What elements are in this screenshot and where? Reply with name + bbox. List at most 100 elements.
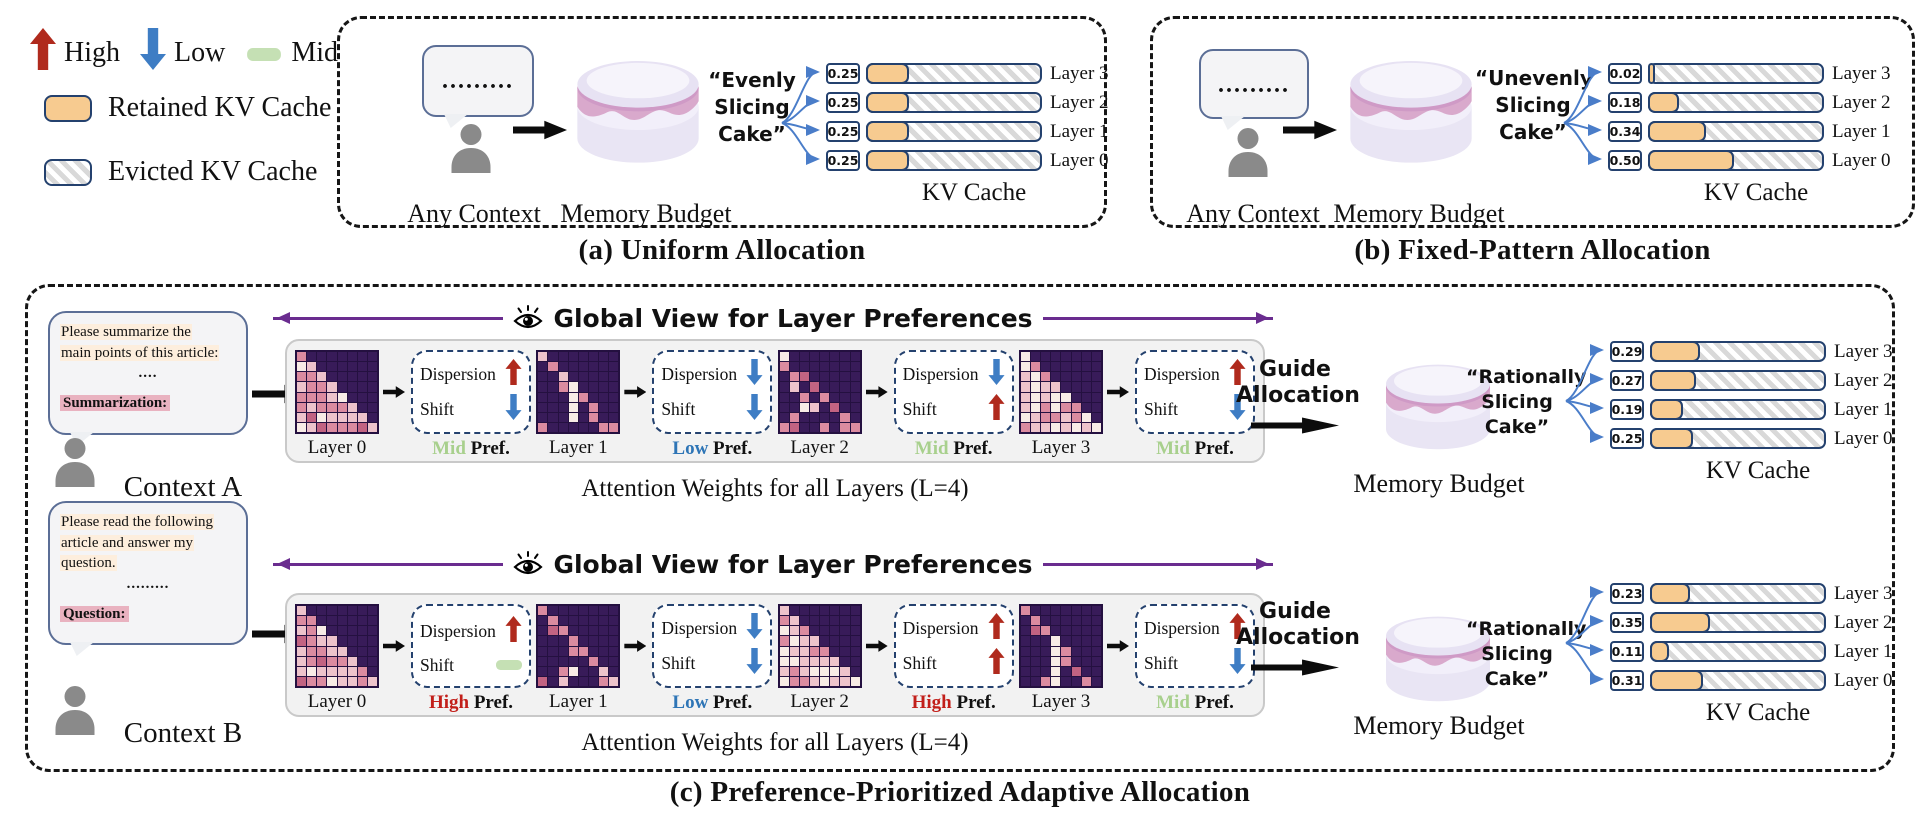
- kv-cache-bar: [866, 121, 1042, 142]
- down-arrow-icon: [988, 358, 1005, 390]
- caption-a: (a) Uniform Allocation: [578, 234, 866, 266]
- purple-arrow-right-icon: [1042, 557, 1273, 570]
- budget-value: 0.25: [826, 92, 860, 113]
- bubble-line: article and answer my: [60, 533, 236, 554]
- slicing-line: “Unevenly: [1475, 66, 1593, 90]
- preference-suffix: Pref.: [1189, 692, 1234, 713]
- attention-layer-group: Layer 1 Dispersion Shift Low Pref.: [536, 350, 773, 459]
- preference-suffix: Pref.: [1189, 438, 1234, 459]
- preference-label: Mid Pref.: [1135, 438, 1255, 460]
- kv-rows: 0.29 Layer 3 0.27 Layer 2 0.19 Layer 1 0.25 Lay…: [1610, 341, 1893, 449]
- preference-label: Low Pref.: [652, 692, 772, 714]
- kv-layer-row: 0.19 Layer 1: [1610, 399, 1893, 420]
- shift-label: Shift: [1143, 653, 1179, 674]
- kv-rows: 0.02 Layer 3 0.18 Layer 2 0.34 Layer 1 0.50 Lay…: [1608, 63, 1891, 171]
- dispersion-row: Dispersion: [661, 358, 763, 390]
- kv-cache-block: 0.25 Layer 3 0.25 Layer 2 0.25 Layer 1 0.25 Lay…: [781, 63, 1109, 207]
- up-arrow-icon: [988, 612, 1005, 644]
- global-view-label: Global View for Layer Preferences: [553, 303, 1033, 333]
- retained-kv-fill: [1650, 399, 1683, 420]
- speech-bubble: Please summarize the main points of this …: [48, 311, 248, 435]
- legend-low-label: Low: [174, 37, 226, 68]
- kv-layer-row: 0.31 Layer 0: [1610, 670, 1893, 691]
- shift-row: Shift: [420, 655, 522, 676]
- attention-layer-group: Layer 3 Dispersion Shift Mid Pref.: [1018, 604, 1255, 713]
- attention-layer-group: Layer 2 Dispersion Shift High Pref.: [777, 604, 1014, 713]
- retained-kv-fill: [1650, 583, 1690, 604]
- dispersion-shift-box: Dispersion Shift: [1134, 604, 1255, 688]
- preference-level: Low: [672, 692, 709, 713]
- budget-value: 0.34: [1608, 121, 1642, 142]
- dispersion-label: Dispersion: [1143, 617, 1220, 638]
- layer-label: Layer 1: [1834, 398, 1893, 420]
- up-arrow-icon: [505, 358, 522, 390]
- kv-cache-bar: [1650, 341, 1826, 362]
- layer-label: Layer 2: [1832, 91, 1891, 113]
- dispersion-row: Dispersion: [1144, 358, 1246, 390]
- heatmap-layer-label: Layer 0: [307, 691, 367, 712]
- slicing-line: Cake”: [1484, 416, 1550, 438]
- budget-value: 0.02: [1608, 63, 1642, 84]
- dispersion-label: Dispersion: [902, 363, 979, 384]
- retained-kv-fill: [866, 63, 909, 84]
- shift-row: Shift: [420, 394, 522, 425]
- attention-caption: Attention Weights for all Layers (L=4): [581, 729, 969, 756]
- cake-icon: [1378, 353, 1498, 457]
- slicing-caption: “Evenly Slicing Cake”: [696, 67, 808, 148]
- speech-bubble: .........: [1199, 49, 1309, 119]
- guide-allocation-label: Allocation: [1236, 383, 1360, 408]
- preference-level: Mid: [914, 438, 949, 459]
- eye-icon: [513, 551, 544, 577]
- legend-row-evicted: Evicted KV Cache: [44, 156, 317, 188]
- dispersion-row: Dispersion: [420, 358, 522, 390]
- kv-cache-bar: [1650, 399, 1826, 420]
- dispersion-label: Dispersion: [420, 363, 496, 384]
- context-label: Any Context: [1186, 199, 1320, 228]
- arrow-right-icon: [513, 120, 567, 140]
- budget-value: 0.25: [826, 63, 860, 84]
- cake-icon: [568, 47, 708, 172]
- person-icon: [448, 123, 494, 173]
- kv-cache-bar: [1648, 121, 1824, 142]
- attention-layer-group: Layer 2 Dispersion Shift Mid Pref.: [777, 350, 1014, 459]
- attention-weights-container: Layer 0 Dispersion Shift High Pref. Layer 1 D…: [285, 593, 1265, 717]
- attention-layer-group: Layer 0 Dispersion Shift Mid Pref.: [295, 350, 531, 459]
- retained-kv-fill: [1650, 641, 1669, 662]
- legend-row-retained: Retained KV Cache: [44, 92, 331, 124]
- memory-budget-label: Memory Budget: [560, 199, 732, 228]
- kv-layer-row: 0.25 Layer 1: [826, 121, 1109, 142]
- kv-layer-row: 0.25 Layer 2: [826, 92, 1109, 113]
- up-arrow-icon: [1229, 612, 1246, 644]
- heatmap-layer-label: Layer 0: [307, 437, 367, 458]
- retained-kv-fill: [866, 92, 909, 113]
- global-view-header: Global View for Layer Preferences: [273, 547, 1273, 581]
- shift-label: Shift: [1143, 399, 1179, 420]
- up-arrow-icon: [505, 616, 522, 647]
- retained-kv-fill: [1648, 150, 1734, 171]
- preference-suffix: Pref.: [948, 438, 993, 459]
- kv-cache-bar: [1650, 428, 1826, 449]
- preference-level: Mid: [1156, 438, 1190, 459]
- highlighted-text: question.: [60, 555, 117, 572]
- arrow-right-icon: [1106, 640, 1129, 652]
- memory-budget-label: Memory Budget: [1333, 199, 1505, 228]
- global-view-label: Global View for Layer Preferences: [553, 549, 1033, 579]
- dispersion-label: Dispersion: [902, 617, 979, 638]
- dispersion-row: Dispersion: [420, 616, 522, 647]
- attention-heatmap: [1018, 604, 1103, 688]
- dispersion-label: Dispersion: [661, 617, 738, 638]
- kv-layer-row: 0.34 Layer 1: [1608, 121, 1891, 142]
- layer-label: Layer 1: [1050, 120, 1109, 142]
- down-arrow-icon: [746, 358, 763, 390]
- kv-cache-bar: [1650, 670, 1826, 691]
- retained-kv-fill: [1650, 370, 1697, 391]
- kv-cache-bar: [866, 63, 1042, 84]
- kv-layer-row: 0.25 Layer 3: [826, 63, 1109, 84]
- preference-suffix: Pref.: [465, 438, 510, 459]
- layer-label: Layer 3: [1834, 340, 1893, 362]
- panel-uniform-allocation: ......... Any Context Memory Budget “Eve…: [337, 16, 1109, 228]
- attention-heatmap: [295, 350, 379, 434]
- layer-label: Layer 0: [1834, 427, 1893, 449]
- dispersion-row: Dispersion: [902, 612, 1005, 644]
- kv-cache-bar: [1650, 370, 1826, 391]
